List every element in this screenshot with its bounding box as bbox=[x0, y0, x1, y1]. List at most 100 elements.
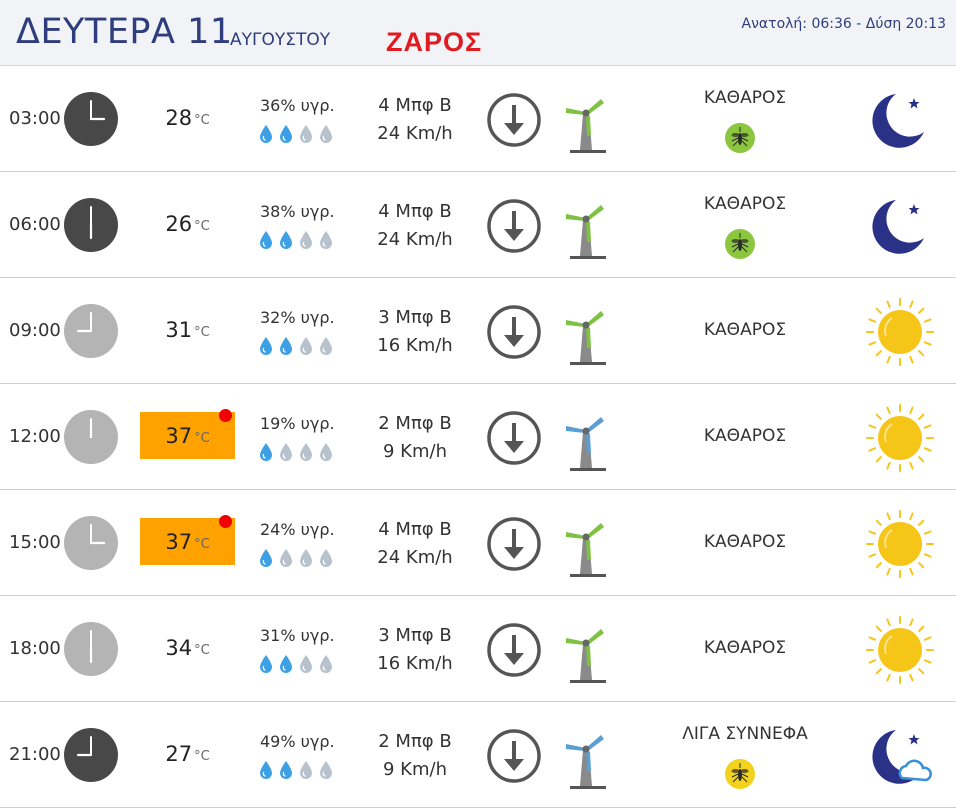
temperature-value: 31 bbox=[165, 317, 193, 342]
humidity-text: 19% υγρ. bbox=[260, 414, 335, 433]
month-label: ΑΥΓΟΥΣΤΟΥ bbox=[230, 30, 331, 50]
temperature-value: 34 bbox=[165, 635, 193, 660]
forecast-time: 09:00 bbox=[9, 320, 61, 341]
humidity-drops bbox=[258, 760, 334, 780]
forecast-row: 18:00 34 °C 31% υγρ. 3 Μπφ Β 16 Km/h bbox=[0, 596, 956, 702]
forecast-row: 12:00 37 °C 19% υγρ. 2 Μπφ Β 9 Km/h bbox=[0, 384, 956, 490]
humidity-drop-icon bbox=[298, 442, 314, 462]
humidity-text: 49% υγρ. bbox=[260, 732, 335, 751]
humidity-text: 32% υγρ. bbox=[260, 308, 335, 327]
day-title: ΔΕΥΤΕΡΑ 11 bbox=[16, 12, 233, 52]
mosquito-icon bbox=[724, 758, 756, 790]
wind-speed: 16 Km/h bbox=[377, 653, 453, 674]
humidity-drop-icon bbox=[298, 654, 314, 674]
humidity-text: 38% υγρ. bbox=[260, 202, 335, 221]
humidity-drop-icon bbox=[318, 442, 334, 462]
humidity-drops bbox=[258, 548, 334, 568]
humidity-drop-icon bbox=[298, 336, 314, 356]
humidity-drop-icon bbox=[258, 442, 274, 462]
clock-icon bbox=[64, 622, 118, 676]
wind-beaufort: 4 Μπφ Β bbox=[378, 201, 452, 222]
forecast-time: 12:00 bbox=[9, 426, 61, 447]
sky-condition: ΚΑΘΑΡΟΣ bbox=[703, 638, 787, 658]
humidity-text: 31% υγρ. bbox=[260, 626, 335, 645]
forecast-row: 09:00 31 °C 32% υγρ. 3 Μπφ Β 16 Km/h bbox=[0, 278, 956, 384]
wind-speed: 24 Km/h bbox=[377, 229, 453, 250]
humidity-text: 24% υγρ. bbox=[260, 520, 335, 539]
sky-condition: ΚΑΘΑΡΟΣ bbox=[703, 532, 787, 552]
forecast-time: 06:00 bbox=[9, 214, 61, 235]
humidity-drop-icon bbox=[278, 124, 294, 144]
humidity-drop-icon bbox=[258, 124, 274, 144]
humidity-drop-icon bbox=[258, 654, 274, 674]
forecast-rows: 03:00 28 °C 36% υγρ. 4 Μπφ Β 24 Km/h bbox=[0, 66, 956, 808]
temperature-box: 37 °C bbox=[140, 515, 235, 565]
humidity-drop-icon bbox=[258, 336, 274, 356]
temperature-unit: °C bbox=[194, 112, 210, 128]
humidity-drop-icon bbox=[278, 760, 294, 780]
humidity-drop-icon bbox=[278, 336, 294, 356]
wind-direction-arrow-icon bbox=[486, 728, 542, 784]
moon-icon bbox=[866, 192, 934, 260]
temperature-value: 37 bbox=[165, 529, 193, 554]
clock-icon bbox=[64, 304, 118, 358]
moon-cloud-icon bbox=[866, 722, 934, 790]
sky-condition: ΚΑΘΑΡΟΣ bbox=[703, 194, 787, 214]
forecast-time: 21:00 bbox=[9, 744, 61, 765]
clock-icon bbox=[64, 516, 118, 570]
sunrise-sunset: Ανατολή: 06:36 - Δύση 20:13 bbox=[741, 16, 946, 32]
humidity-drop-icon bbox=[298, 548, 314, 568]
forecast-row: 03:00 28 °C 36% υγρ. 4 Μπφ Β 24 Km/h bbox=[0, 66, 956, 172]
temperature-unit: °C bbox=[194, 430, 210, 446]
humidity-drop-icon bbox=[318, 336, 334, 356]
wind-speed: 24 Km/h bbox=[377, 547, 453, 568]
humidity-drops bbox=[258, 124, 334, 144]
sky-condition: ΛΙΓΑ ΣΥΝΝΕΦΑ bbox=[682, 724, 808, 744]
sky-condition: ΚΑΘΑΡΟΣ bbox=[703, 426, 787, 446]
humidity-drop-icon bbox=[278, 230, 294, 250]
humidity-drop-icon bbox=[258, 548, 274, 568]
day-header: ΔΕΥΤΕΡΑ 11 ΑΥΓΟΥΣΤΟΥ ΖΑΡΟΣ Ανατολή: 06:3… bbox=[0, 0, 956, 66]
wind-speed: 9 Km/h bbox=[383, 441, 447, 462]
humidity-drop-icon bbox=[298, 760, 314, 780]
wind-beaufort: 2 Μπφ Β bbox=[378, 731, 452, 752]
wind-direction-arrow-icon bbox=[486, 304, 542, 360]
humidity-drop-icon bbox=[298, 124, 314, 144]
wind-direction-arrow-icon bbox=[486, 410, 542, 466]
wind-speed: 16 Km/h bbox=[377, 335, 453, 356]
humidity-drop-icon bbox=[318, 230, 334, 250]
humidity-drop-icon bbox=[318, 124, 334, 144]
clock-icon bbox=[64, 198, 118, 252]
wind-turbine-icon bbox=[558, 304, 614, 366]
humidity-drop-icon bbox=[278, 654, 294, 674]
temperature-box: 34 °C bbox=[140, 624, 235, 671]
temperature-value: 28 bbox=[165, 105, 193, 130]
humidity-drops bbox=[258, 230, 334, 250]
temperature-box: 26 °C bbox=[140, 200, 235, 247]
heat-warning-dot-icon bbox=[219, 515, 232, 528]
wind-direction-arrow-icon bbox=[486, 92, 542, 148]
humidity-drops bbox=[258, 336, 334, 356]
sun-icon bbox=[866, 298, 934, 366]
mosquito-icon bbox=[724, 228, 756, 260]
temperature-value: 26 bbox=[165, 211, 193, 236]
humidity-text: 36% υγρ. bbox=[260, 96, 335, 115]
wind-beaufort: 2 Μπφ Β bbox=[378, 413, 452, 434]
wind-turbine-icon bbox=[558, 516, 614, 578]
humidity-drop-icon bbox=[318, 654, 334, 674]
clock-icon bbox=[64, 410, 118, 464]
forecast-row: 21:00 27 °C 49% υγρ. 2 Μπφ Β 9 Km/h bbox=[0, 702, 956, 808]
moon-icon bbox=[866, 86, 934, 154]
temperature-value: 27 bbox=[165, 741, 193, 766]
sun-icon bbox=[866, 510, 934, 578]
wind-turbine-icon bbox=[558, 198, 614, 260]
wind-beaufort: 4 Μπφ Β bbox=[378, 519, 452, 540]
forecast-row: 15:00 37 °C 24% υγρ. 4 Μπφ Β 24 Km/h bbox=[0, 490, 956, 596]
wind-direction-arrow-icon bbox=[486, 198, 542, 254]
wind-turbine-icon bbox=[558, 92, 614, 154]
forecast-row: 06:00 26 °C 38% υγρ. 4 Μπφ Β 24 Km/h bbox=[0, 172, 956, 278]
wind-beaufort: 3 Μπφ Β bbox=[378, 625, 452, 646]
heat-warning-dot-icon bbox=[219, 409, 232, 422]
humidity-drops bbox=[258, 654, 334, 674]
humidity-drop-icon bbox=[318, 548, 334, 568]
